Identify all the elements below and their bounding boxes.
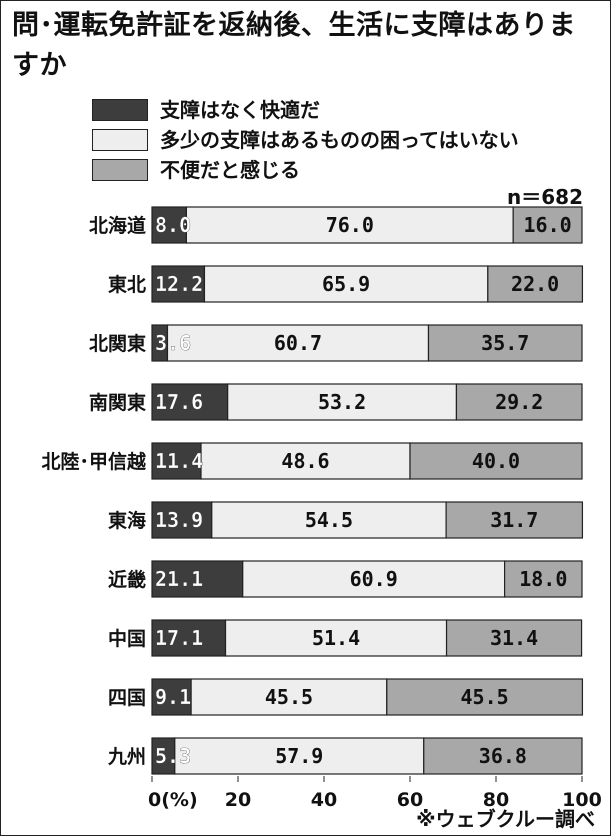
data-label-some-8: 45.5 (265, 685, 313, 709)
legend-swatch-some (92, 129, 148, 151)
category-label-6: 近畿 (108, 568, 146, 591)
bar-comfortable-4 (151, 442, 202, 480)
x-tick-label-3: 60 (397, 789, 423, 811)
x-tick-label-5: 100 (562, 789, 602, 811)
data-label-some-2: 60.7 (274, 331, 322, 355)
bar-inconvenient-7 (445, 619, 583, 657)
category-label-4: 北陸･甲信越 (41, 450, 147, 473)
bar-inconvenient-5 (445, 501, 584, 539)
category-label-1: 東北 (108, 273, 146, 296)
data-label-inconvenient-0: 16.0 (524, 213, 572, 237)
legend-label-comfortable: 支障はなく快適だ (160, 98, 320, 122)
data-label-comfortable-5: 13.9 (155, 508, 203, 532)
data-label-inconvenient-8: 45.5 (461, 685, 509, 709)
bar-comfortable-0 (151, 206, 188, 244)
data-label-comfortable-0: 8.0 (155, 213, 191, 237)
data-label-inconvenient-4: 40.0 (472, 449, 520, 473)
data-label-comfortable-6: 21.1 (155, 567, 203, 591)
data-label-inconvenient-5: 31.7 (490, 508, 538, 532)
data-label-some-4: 48.6 (281, 449, 329, 473)
bar-some-0 (185, 206, 514, 244)
bar-some-7 (224, 619, 448, 657)
data-label-some-1: 65.9 (322, 272, 370, 296)
source-note: ※ウェブクルー調べ (416, 807, 595, 831)
data-label-comfortable-3: 17.6 (155, 390, 203, 414)
bar-inconvenient-3 (455, 383, 583, 421)
data-label-inconvenient-3: 29.2 (495, 390, 543, 414)
data-label-comfortable-9: 5.3 (155, 744, 191, 768)
x-tick-label-0: 0(%) (148, 789, 198, 811)
data-label-inconvenient-6: 18.0 (519, 567, 567, 591)
category-label-9: 九州 (107, 746, 146, 768)
bar-inconvenient-8 (386, 678, 584, 716)
legend-swatch-comfortable (92, 99, 148, 121)
data-label-some-3: 53.2 (318, 390, 366, 414)
bar-inconvenient-1 (487, 265, 584, 303)
data-label-some-9: 57.9 (275, 744, 323, 768)
bar-some-9 (174, 737, 425, 775)
bar-some-2 (166, 324, 430, 362)
category-label-8: 四国 (108, 687, 146, 709)
x-tick-label-4: 80 (483, 789, 509, 811)
data-label-comfortable-1: 12.2 (155, 272, 203, 296)
bar-inconvenient-2 (427, 324, 583, 362)
data-label-inconvenient-9: 36.8 (479, 744, 527, 768)
category-label-7: 中国 (108, 627, 146, 650)
category-label-0: 北海道 (89, 214, 146, 237)
bar-inconvenient-0 (512, 206, 583, 244)
data-label-inconvenient-1: 22.0 (511, 272, 559, 296)
legend-label-inconvenient: 不便だと感じる (160, 158, 300, 182)
data-label-some-6: 60.9 (350, 567, 398, 591)
category-label-2: 北関東 (89, 332, 146, 355)
data-label-some-5: 54.5 (305, 508, 353, 532)
category-label-3: 南関東 (89, 391, 146, 414)
data-label-inconvenient-2: 35.7 (481, 331, 529, 355)
bar-comfortable-3 (151, 383, 229, 421)
bar-some-8 (190, 678, 388, 716)
category-label-5: 東海 (108, 509, 146, 532)
data-label-comfortable-8: 9.1 (155, 685, 191, 709)
bar-some-3 (227, 383, 458, 421)
bar-comfortable-7 (151, 619, 227, 657)
data-label-some-7: 51.4 (312, 626, 360, 650)
x-tick-label-1: 20 (225, 789, 251, 811)
bar-inconvenient-4 (409, 442, 583, 480)
x-tick-label-2: 40 (311, 789, 337, 811)
data-label-comfortable-2: 3.6 (155, 331, 191, 355)
bar-inconvenient-9 (423, 737, 583, 775)
legend-label-some: 多少の支障はあるものの困ってはいない (160, 128, 519, 152)
bar-some-4 (200, 442, 411, 480)
bar-inconvenient-6 (504, 560, 583, 598)
chart-title: 問･運転免許証を返納後、生活に支障はありますか (12, 10, 576, 81)
legend-swatch-inconvenient (92, 159, 148, 181)
sample-size-note: n＝682 (507, 185, 583, 209)
data-label-some-0: 76.0 (326, 213, 374, 237)
bar-some-6 (242, 560, 506, 598)
data-label-comfortable-7: 17.1 (155, 626, 203, 650)
bar-some-5 (211, 501, 447, 539)
bar-some-1 (203, 265, 489, 303)
data-label-comfortable-4: 11.4 (155, 449, 203, 473)
data-label-inconvenient-7: 31.4 (490, 626, 538, 650)
